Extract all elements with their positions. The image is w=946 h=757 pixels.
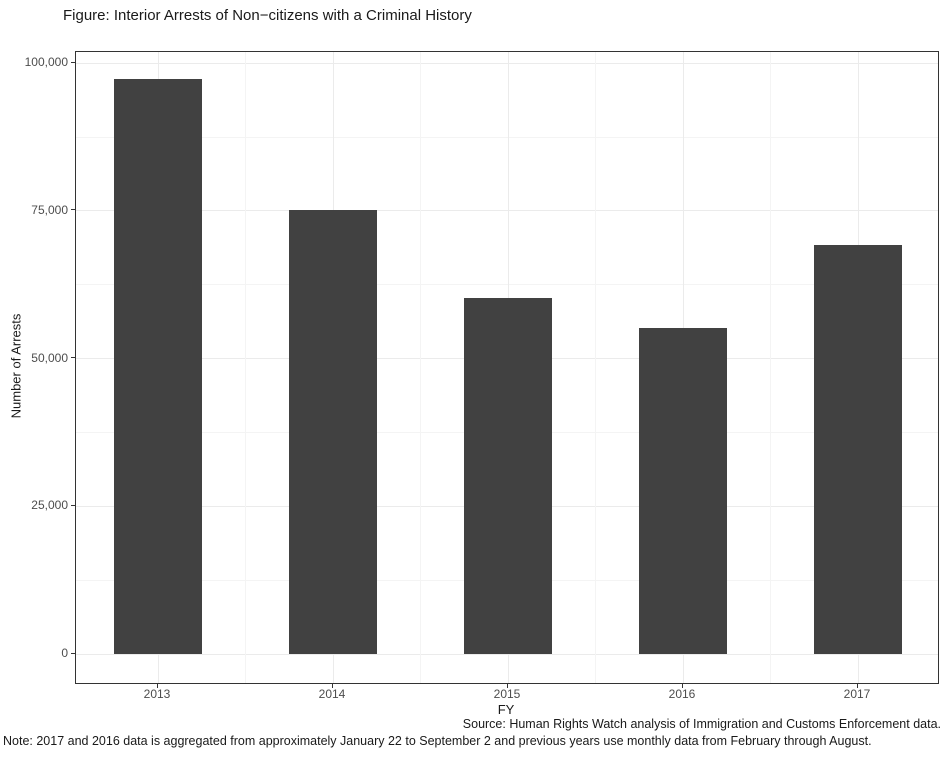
gridline-minor-h — [76, 284, 938, 286]
y-tick-mark — [71, 209, 75, 211]
y-tick-label: 50,000 — [31, 350, 68, 365]
gridline-minor-h — [76, 136, 938, 138]
gridline-major-h — [76, 62, 938, 64]
y-tick-label: 0 — [61, 646, 68, 661]
bar — [464, 298, 552, 655]
gridline-minor-v — [770, 52, 771, 683]
gridline-minor-v — [420, 52, 421, 683]
x-tick-label: 2016 — [668, 687, 696, 701]
gridline-minor-v — [245, 52, 246, 683]
x-tick-mark — [681, 684, 683, 688]
y-tick-mark — [71, 61, 75, 63]
x-tick-mark — [156, 684, 158, 688]
y-tick-label: 100,000 — [24, 55, 68, 70]
x-tick-label: 2014 — [318, 687, 346, 701]
data-note: Note: 2017 and 2016 data is aggregated f… — [3, 734, 872, 748]
y-tick-label: 75,000 — [31, 202, 68, 217]
x-tick-mark — [331, 684, 333, 688]
source-note: Source: Human Rights Watch analysis of I… — [462, 717, 941, 731]
x-tick-label: 2015 — [493, 687, 521, 701]
x-tick-mark — [856, 684, 858, 688]
x-tick-mark — [506, 684, 508, 688]
bar — [114, 79, 202, 655]
y-tick-mark — [71, 504, 75, 506]
y-tick-label: 25,000 — [31, 498, 68, 513]
plot-panel — [75, 51, 939, 684]
y-axis-title: Number of Arrests — [8, 313, 24, 419]
y-tick-mark — [71, 357, 75, 359]
gridline-major-h — [76, 653, 938, 655]
x-axis-title: FY — [497, 702, 515, 717]
figure-title: Figure: Interior Arrests of Non−citizens… — [63, 7, 472, 24]
x-tick-label: 2013 — [143, 687, 171, 701]
bar — [639, 327, 727, 655]
x-tick-label: 2017 — [843, 687, 871, 701]
y-tick-mark — [71, 652, 75, 654]
bar — [289, 209, 377, 655]
bar — [814, 245, 902, 655]
gridline-major-h — [76, 210, 938, 212]
gridline-minor-v — [595, 52, 596, 683]
